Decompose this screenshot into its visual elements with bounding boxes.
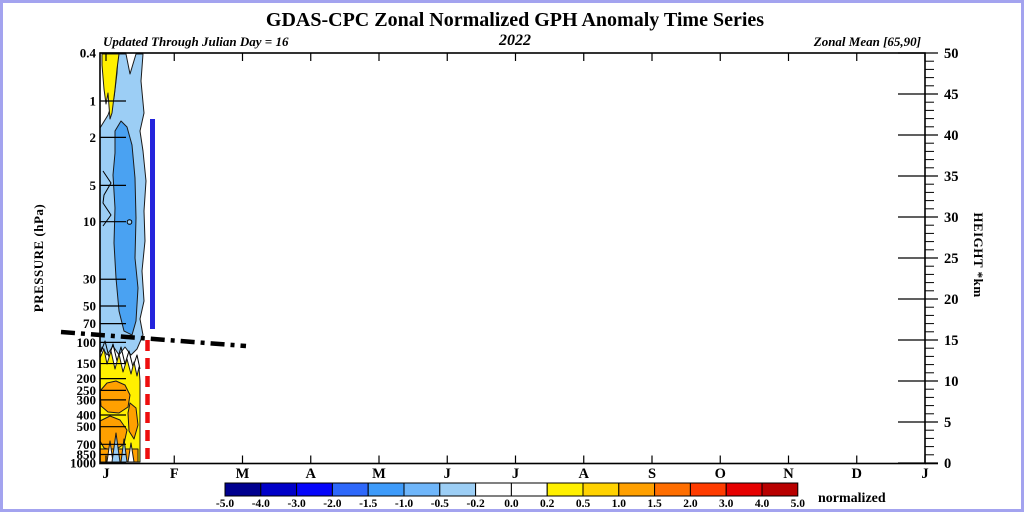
colorbar-tick-label: 3.0	[719, 498, 734, 510]
colorbar-cell	[224, 482, 262, 497]
pressure-tick-label: 200	[77, 371, 97, 386]
pressure-tick-label: 2	[90, 130, 97, 145]
pressure-tick-label: 400	[77, 407, 97, 422]
contour-region-zero-contour-zigzag-upper	[102, 170, 112, 227]
colorbar-tick-label: 2.0	[683, 498, 698, 510]
colorbar-cell	[296, 482, 333, 497]
colorbar-tick-label: -1.5	[359, 498, 377, 510]
pressure-tick-label: 150	[77, 356, 97, 371]
colorbar-title: normalized	[818, 491, 886, 506]
plot-frame	[99, 52, 926, 465]
colorbar-cell	[654, 482, 691, 497]
contour-region-pos-anomaly-yellow-top	[101, 53, 120, 120]
month-label: J	[921, 466, 928, 482]
colorbar-cell	[510, 482, 548, 497]
pressure-tick-label: 30	[83, 272, 96, 287]
height-tick-label: 45	[944, 87, 959, 103]
colorbar-cell	[403, 482, 441, 497]
pressure-tick-label: 100	[77, 335, 97, 350]
month-label: S	[648, 466, 656, 482]
colorbar-cell	[546, 482, 584, 497]
height-tick-label: 0	[944, 456, 951, 472]
pressure-tick-label: 0.4	[80, 46, 97, 61]
month-label: O	[715, 466, 726, 482]
height-tick-label: 30	[944, 210, 959, 226]
contour-region-pos-anomaly-orange-blob-c	[127, 402, 139, 440]
pressure-tick-label: 700	[77, 437, 97, 452]
height-tick-label: 20	[944, 292, 959, 308]
height-tick-label: 35	[944, 169, 959, 185]
month-label: J	[102, 466, 109, 482]
black-dashdot-line	[60, 329, 247, 349]
contour-region-neg-blue-spike-2	[120, 438, 128, 463]
colorbar-tick-label: 0.2	[540, 498, 555, 510]
pressure-tick-label: 850	[77, 447, 97, 462]
pressure-tick-label: 10	[83, 214, 96, 229]
month-label: D	[852, 466, 862, 482]
height-axis-title: HEIGHT *km	[971, 212, 986, 298]
page-title: GDAS-CPC Zonal Normalized GPH Anomaly Ti…	[265, 9, 765, 31]
colorbar-cell	[725, 482, 763, 497]
colorbar-cell	[439, 482, 477, 497]
height-tick-label: 50	[944, 46, 959, 62]
contour-region-near-zero-white-spike-1	[106, 440, 114, 463]
colorbar-tick-label: -4.0	[252, 498, 270, 510]
height-tick-label: 10	[944, 374, 959, 390]
month-label: N	[783, 466, 794, 482]
pressure-tick-label: 70	[83, 316, 96, 331]
contour-region-near-zero-white-spike-2	[127, 442, 135, 463]
contour-region-neg-anomaly-mid-blue-core	[112, 120, 139, 336]
pressure-axis-title: PRESSURE (hPa)	[31, 203, 46, 313]
height-tick-label: 5	[944, 415, 951, 431]
pressure-tick-label: 250	[77, 383, 97, 398]
pressure-tick-label: 300	[77, 392, 97, 407]
colorbar-cell	[689, 482, 727, 497]
plot-area: 0.41251030507010015020025030040050070085…	[60, 46, 959, 510]
pressure-tick-label: 1	[90, 94, 97, 109]
month-label: F	[170, 466, 179, 482]
colorbar-tick-label: -2.0	[323, 498, 341, 510]
colorbar-cell	[260, 482, 298, 497]
month-label: J	[444, 466, 451, 482]
year-label: 2022	[499, 32, 531, 49]
colorbar-tick-label: -0.5	[431, 498, 449, 510]
pressure-tick-label: 500	[77, 419, 97, 434]
updated-through-label: Updated Through Julian Day = 16	[103, 34, 289, 49]
minimum-marker	[126, 219, 133, 225]
colorbar-cell	[618, 482, 656, 497]
colorbar-tick-label: -1.0	[395, 498, 413, 510]
month-label: A	[306, 466, 317, 482]
height-tick-label: 25	[944, 251, 959, 267]
month-label: A	[579, 466, 590, 482]
colorbar-tick-label: 4.0	[755, 498, 770, 510]
colorbar-cell	[761, 482, 799, 497]
colorbar-tick-label: 5.0	[791, 498, 806, 510]
colorbar-tick-label: 0.5	[576, 498, 591, 510]
colorbar-tick-label: 1.5	[647, 498, 662, 510]
month-label: M	[236, 466, 250, 482]
colorbar-cell	[367, 482, 405, 497]
pressure-tick-label: 5	[90, 178, 97, 193]
month-label: M	[372, 466, 386, 482]
colorbar-tick-label: -5.0	[216, 498, 234, 510]
colorbar-cell	[582, 482, 620, 497]
pressure-tick-label: 50	[83, 299, 96, 314]
colorbar-cell	[475, 482, 512, 497]
pressure-tick-label: 1000	[70, 456, 96, 471]
month-label: J	[512, 466, 519, 482]
height-tick-label: 15	[944, 333, 959, 349]
height-tick-label: 40	[944, 128, 959, 144]
colorbar-tick-label: 0.0	[504, 498, 519, 510]
contour-region-pos-anomaly-orange-blob-a	[99, 380, 131, 414]
zonal-mean-label: Zonal Mean [65,90]	[813, 34, 921, 49]
colorbar-tick-label: -0.2	[466, 498, 484, 510]
colorbar-tick-label: -3.0	[287, 498, 305, 510]
colorbar-cell	[331, 482, 369, 497]
colorbar-tick-label: 1.0	[612, 498, 627, 510]
